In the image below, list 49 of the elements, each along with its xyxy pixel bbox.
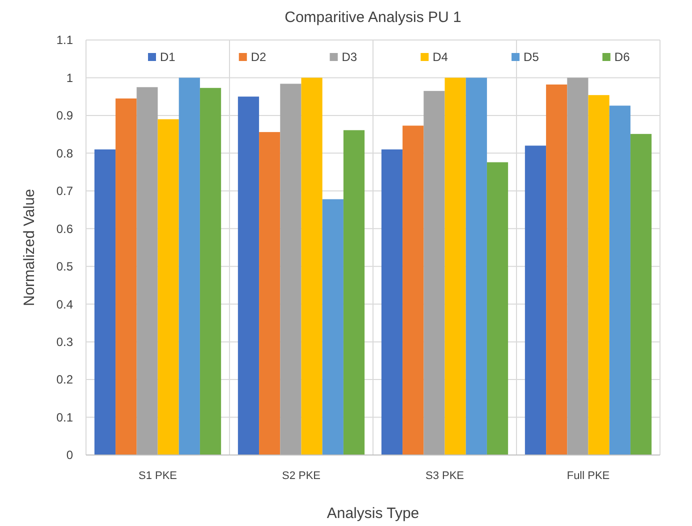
- x-tick-label: Full PKE: [566, 470, 610, 482]
- y-tick-label: 0.5: [56, 260, 74, 274]
- y-tick-label: 0.9: [56, 108, 74, 123]
- bar: [259, 132, 280, 455]
- bar: [158, 119, 179, 455]
- bar: [322, 199, 344, 455]
- bar: [546, 84, 568, 455]
- bar: [424, 90, 445, 455]
- y-tick-label: 1: [66, 70, 74, 85]
- bar: [238, 96, 260, 455]
- bar: [466, 78, 487, 455]
- x-tick-label: S3 PKE: [425, 470, 464, 482]
- bar: [343, 130, 365, 455]
- legend-label: D2: [250, 50, 267, 64]
- legend-label: D6: [614, 50, 630, 64]
- y-tick-label: 0.7: [56, 184, 74, 198]
- x-tick-label: S1 PKE: [138, 470, 178, 482]
- chart-title: Comparitive Analysis PU 1: [284, 9, 462, 26]
- y-tick-label: 0.8: [56, 146, 74, 160]
- bar: [486, 162, 508, 455]
- y-tick-label: 0.6: [56, 222, 74, 236]
- y-tick-label: 0.2: [56, 372, 74, 387]
- bar: [444, 78, 466, 455]
- y-tick-label: 0.3: [56, 335, 74, 350]
- bar: [567, 78, 588, 455]
- bar: [116, 98, 137, 455]
- legend-label: D3: [342, 50, 358, 64]
- bar: [630, 134, 652, 455]
- y-tick-label: 1.1: [56, 33, 74, 48]
- y-tick-label: 0.4: [56, 297, 74, 312]
- bar: [200, 88, 222, 455]
- bar: [588, 95, 610, 455]
- x-axis-title: Analysis Type: [326, 505, 420, 522]
- y-tick-label: 0.1: [56, 410, 74, 424]
- legend-label: D5: [524, 50, 540, 64]
- bar: [136, 87, 158, 455]
- legend-label: D4: [432, 50, 448, 64]
- bar: [402, 126, 424, 455]
- y-axis-title: Normalized Value: [21, 188, 38, 306]
- bar: [609, 106, 630, 455]
- bar: [301, 78, 322, 455]
- bar: [178, 78, 200, 455]
- bar: [280, 84, 302, 455]
- legend-label: D1: [160, 50, 176, 64]
- bar: [381, 149, 403, 455]
- bar: [524, 146, 546, 455]
- x-tick-label: S2 PKE: [282, 470, 321, 482]
- bar: [94, 149, 116, 455]
- y-tick-label: 0: [66, 448, 74, 462]
